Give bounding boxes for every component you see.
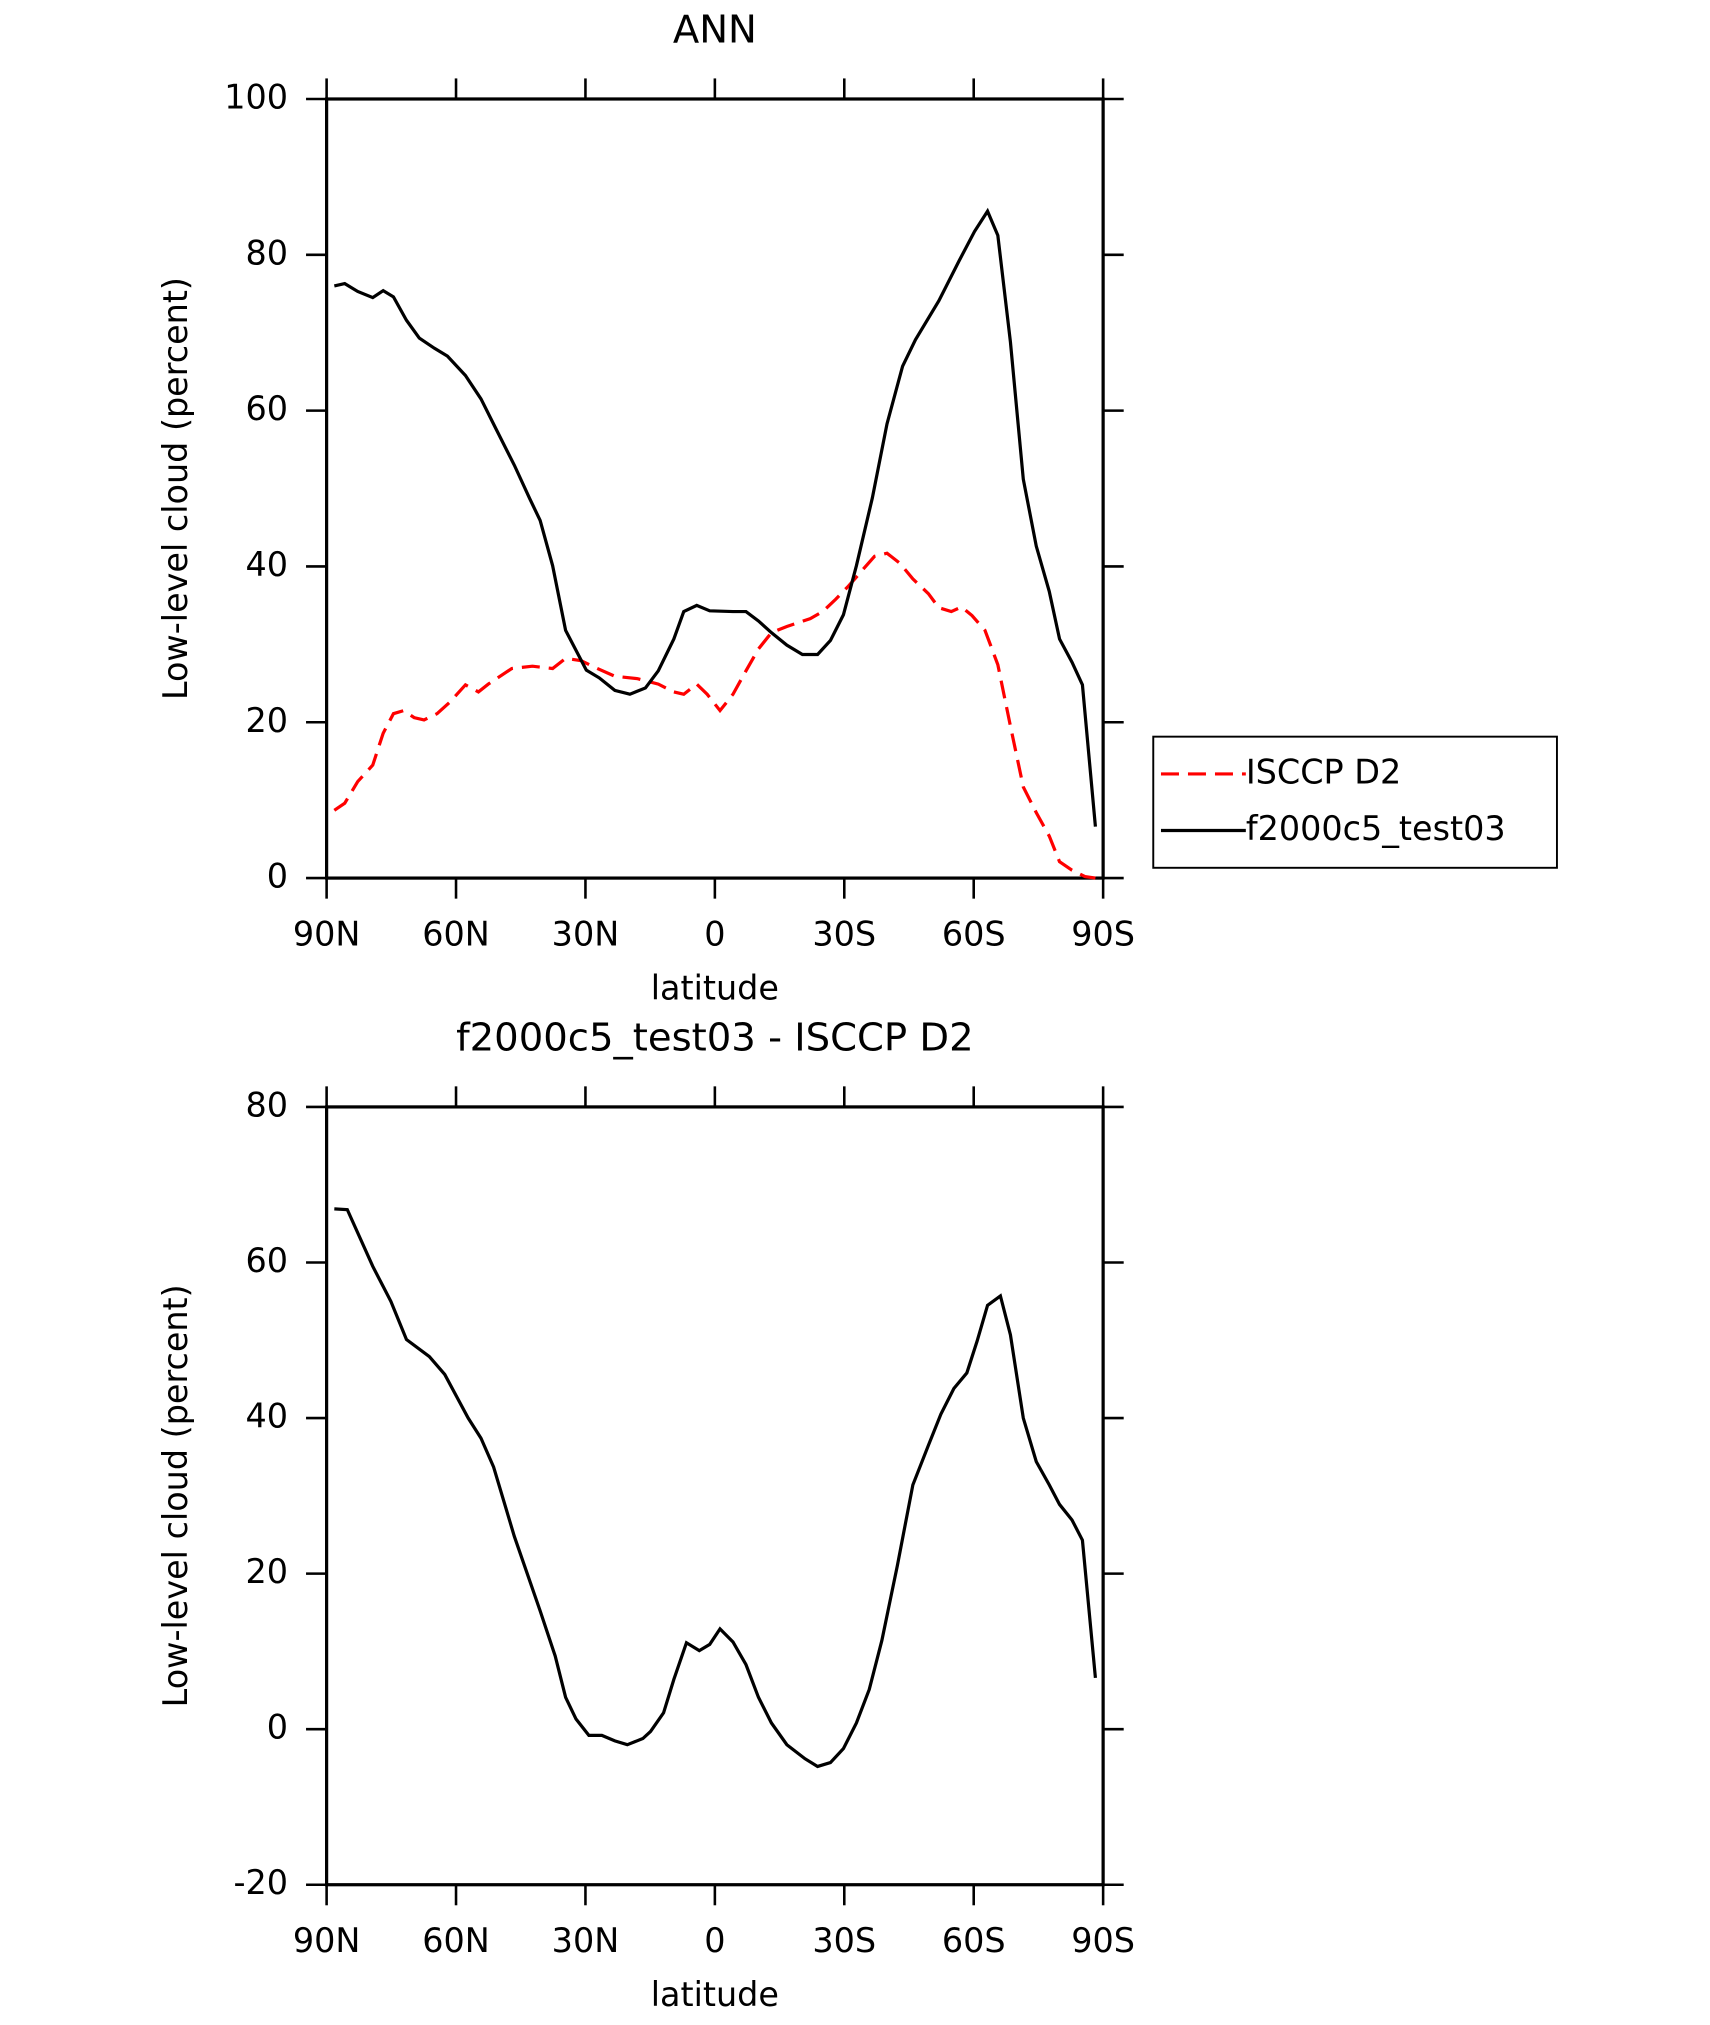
x-tick-label: 90S bbox=[1071, 1921, 1135, 1960]
legend-label: ISCCP D2 bbox=[1246, 752, 1401, 791]
y-tick-label: 40 bbox=[246, 545, 289, 584]
y-axis-label: Low-level cloud (percent) bbox=[156, 1284, 195, 1707]
x-tick-label: 90N bbox=[293, 1921, 361, 1960]
x-tick-label: 0 bbox=[704, 1921, 725, 1960]
x-tick-label: 30N bbox=[552, 1921, 620, 1960]
x-tick-label: 60N bbox=[422, 1921, 490, 1960]
y-axis-label: Low-level cloud (percent) bbox=[156, 277, 195, 700]
y-tick-label: 20 bbox=[246, 701, 289, 740]
series-line bbox=[334, 1207, 1098, 1769]
y-tick-label: 100 bbox=[224, 77, 288, 116]
chart-title: f2000c5_test03 - ISCCP D2 bbox=[456, 1016, 974, 1061]
chart-title: ANN bbox=[673, 8, 757, 53]
x-tick-label: 90N bbox=[293, 914, 361, 953]
series-line bbox=[333, 207, 1098, 827]
x-tick-label: 30S bbox=[812, 914, 876, 953]
legend-box bbox=[1152, 735, 1558, 869]
y-tick-label: -20 bbox=[233, 1863, 288, 1902]
y-tick-label: 40 bbox=[246, 1397, 289, 1436]
legend-label: f2000c5_test03 bbox=[1246, 809, 1506, 848]
x-tick-label: 60S bbox=[942, 914, 1006, 953]
y-tick-label: 80 bbox=[246, 233, 289, 272]
x-tick-label: 30N bbox=[552, 914, 620, 953]
y-tick-label: 60 bbox=[246, 1241, 289, 1280]
x-axis-label: latitude bbox=[651, 968, 779, 1007]
y-tick-label: 60 bbox=[246, 389, 289, 428]
x-tick-label: 60N bbox=[422, 914, 490, 953]
y-tick-label: 0 bbox=[267, 857, 288, 896]
y-tick-label: 0 bbox=[267, 1708, 288, 1747]
y-tick-label: 20 bbox=[246, 1552, 289, 1591]
plot-frame bbox=[325, 1105, 1105, 1887]
x-tick-label: 30S bbox=[812, 1921, 876, 1960]
plot-frame bbox=[325, 97, 1105, 880]
x-axis-label: latitude bbox=[651, 1975, 779, 2014]
y-tick-label: 80 bbox=[246, 1085, 289, 1124]
x-tick-label: 0 bbox=[704, 914, 725, 953]
x-tick-label: 60S bbox=[942, 1921, 1006, 1960]
x-tick-label: 90S bbox=[1071, 914, 1135, 953]
series-line bbox=[333, 551, 1096, 880]
